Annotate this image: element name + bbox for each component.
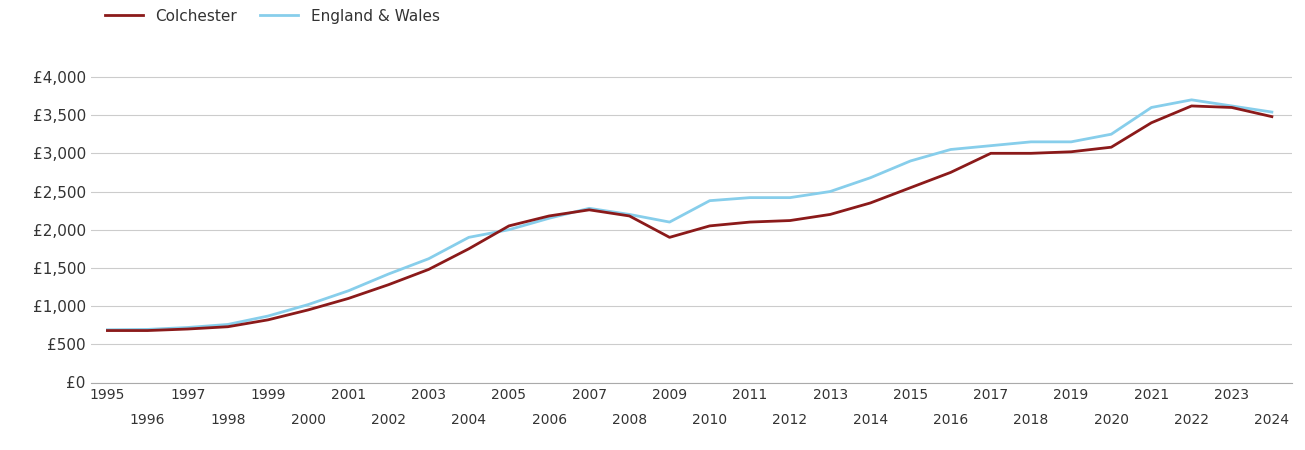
Text: 2010: 2010	[692, 413, 727, 427]
Text: 2020: 2020	[1094, 413, 1129, 427]
Text: 2008: 2008	[612, 413, 647, 427]
Text: 2000: 2000	[291, 413, 326, 427]
Text: 1998: 1998	[210, 413, 245, 427]
Text: 2012: 2012	[773, 413, 808, 427]
Text: 2018: 2018	[1013, 413, 1049, 427]
Legend: Colchester, England & Wales: Colchester, England & Wales	[99, 3, 446, 30]
Text: 2006: 2006	[531, 413, 566, 427]
Text: 2024: 2024	[1254, 413, 1289, 427]
Text: 1996: 1996	[129, 413, 166, 427]
Text: 2022: 2022	[1174, 413, 1208, 427]
Text: 2004: 2004	[452, 413, 487, 427]
Text: 2002: 2002	[371, 413, 406, 427]
Text: 2014: 2014	[852, 413, 887, 427]
Text: 2016: 2016	[933, 413, 968, 427]
